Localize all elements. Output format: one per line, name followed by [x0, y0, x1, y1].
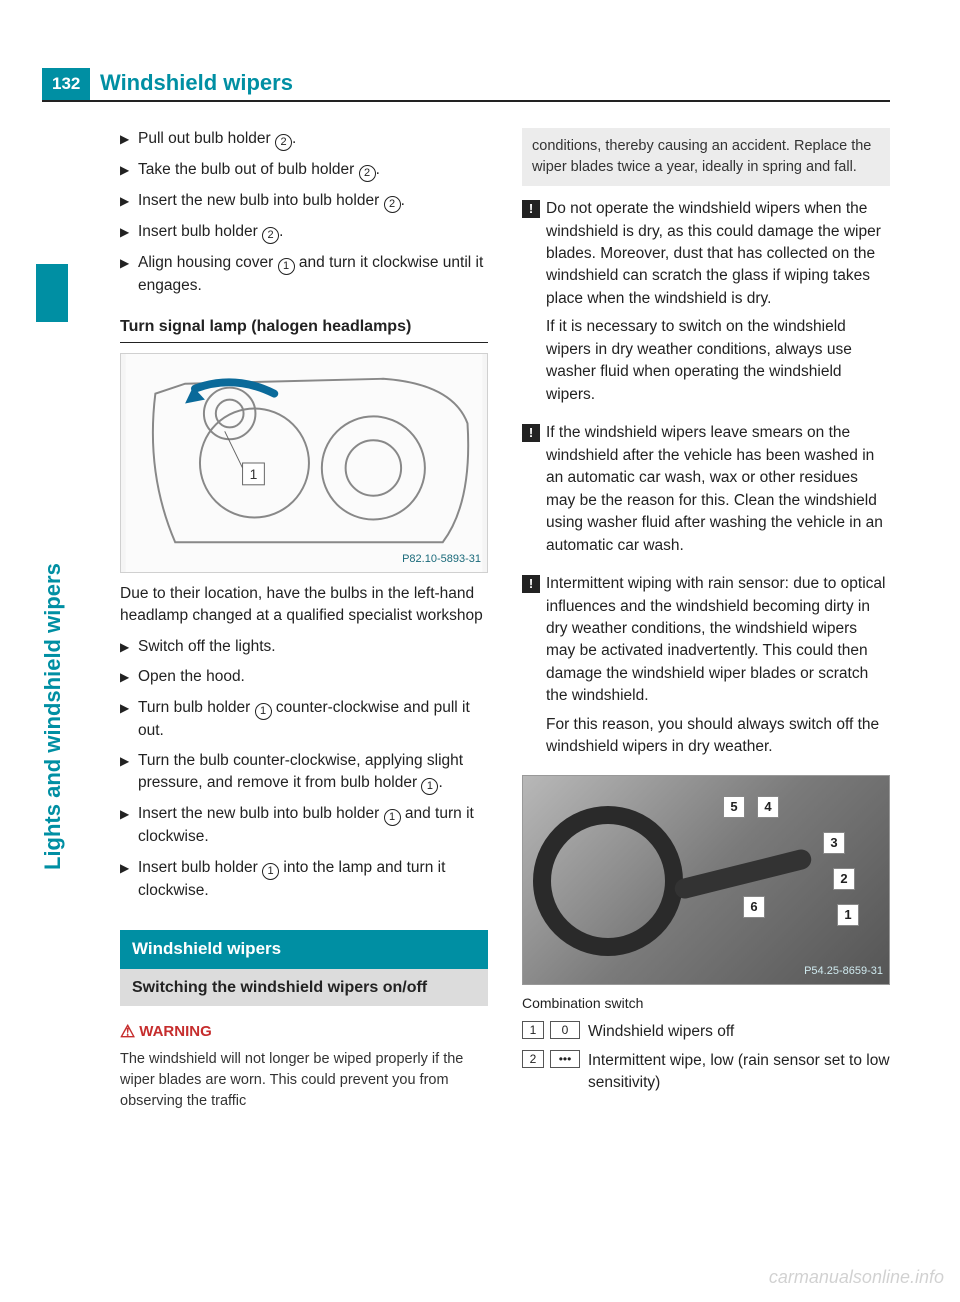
note-icon: ! — [522, 198, 546, 412]
svg-text:1: 1 — [250, 466, 258, 482]
section-bar-wipers: Windshield wipers — [120, 930, 488, 969]
step-text: Insert bulb holder 2. — [138, 221, 488, 244]
legend-text: Intermittent wipe, low (rain sensor set … — [588, 1050, 890, 1095]
step-item: ▶Insert the new bulb into bulb holder 1 … — [120, 803, 488, 848]
triangle-icon: ▶ — [120, 159, 138, 182]
note-icon: ! — [522, 422, 546, 563]
triangle-icon: ▶ — [120, 190, 138, 213]
step-item: ▶Switch off the lights. — [120, 636, 488, 658]
warning-body-part2: conditions, thereby causing an accident.… — [522, 128, 890, 186]
triangle-icon: ▶ — [120, 252, 138, 297]
warning-heading: ⚠WARNING — [120, 1020, 488, 1045]
step-text: Turn the bulb counter-clockwise, applyin… — [138, 750, 488, 795]
callout-5: 5 — [723, 796, 745, 818]
triangle-icon: ▶ — [120, 697, 138, 742]
step-text: Switch off the lights. — [138, 636, 488, 658]
triangle-icon: ▶ — [120, 750, 138, 795]
warning-icon: ⚠ — [120, 1020, 135, 1045]
legend-key: 2 — [522, 1050, 544, 1068]
note-icon: ! — [522, 573, 546, 765]
step-item: ▶Insert bulb holder 2. — [120, 221, 488, 244]
page-content: ▶Pull out bulb holder 2. ▶Take the bulb … — [120, 128, 890, 1242]
chapter-title: Windshield wipers — [100, 70, 293, 96]
photo-combination-switch: 5 4 3 2 1 6 P54.25-8659-31 — [522, 775, 890, 985]
triangle-icon: ▶ — [120, 857, 138, 902]
step-item: ▶Align housing cover 1 and turn it clock… — [120, 252, 488, 297]
note-block: ! If the windshield wipers leave smears … — [522, 422, 890, 563]
step-text: Insert bulb holder 1 into the lamp and t… — [138, 857, 488, 902]
step-item: ▶Insert the new bulb into bulb holder 2. — [120, 190, 488, 213]
legend-symbol: ••• — [550, 1050, 580, 1068]
legend-row: 2 ••• Intermittent wipe, low (rain senso… — [522, 1050, 890, 1095]
callout-6: 6 — [743, 896, 765, 918]
note-text: If it is necessary to switch on the wind… — [546, 316, 890, 406]
callout-2: 2 — [833, 868, 855, 890]
triangle-icon: ▶ — [120, 636, 138, 658]
step-item: ▶Insert bulb holder 1 into the lamp and … — [120, 857, 488, 902]
step-text: Align housing cover 1 and turn it clockw… — [138, 252, 488, 297]
note-text: If the windshield wipers leave smears on… — [546, 422, 890, 557]
step-text: Turn bulb holder 1 counter-clockwise and… — [138, 697, 488, 742]
note-text: Do not operate the windshield wipers whe… — [546, 198, 890, 310]
step-item: ▶Open the hood. — [120, 666, 488, 688]
warning-label: WARNING — [139, 1023, 212, 1040]
step-text: Pull out bulb holder 2. — [138, 128, 488, 151]
sub-bar-switching: Switching the windshield wipers on/off — [120, 969, 488, 1006]
figure-label: P82.10-5893-31 — [402, 552, 481, 568]
note-text: Intermittent wiping with rain sensor: du… — [546, 573, 890, 708]
step-item: ▶Turn the bulb counter-clockwise, applyi… — [120, 750, 488, 795]
callout-1: 1 — [837, 904, 859, 926]
step-text: Open the hood. — [138, 666, 488, 688]
note-block: ! Intermittent wiping with rain sensor: … — [522, 573, 890, 765]
watermark: carmanualsonline.info — [769, 1267, 944, 1288]
legend-symbol: 0 — [550, 1021, 580, 1039]
figure-caption: Due to their location, have the bulbs in… — [120, 583, 488, 628]
callout-3: 3 — [823, 832, 845, 854]
triangle-icon: ▶ — [120, 221, 138, 244]
step-text: Insert the new bulb into bulb holder 1 a… — [138, 803, 488, 848]
figure-headlamp: 1 P82.10-5893-31 — [120, 353, 488, 573]
step-item: ▶Turn bulb holder 1 counter-clockwise an… — [120, 697, 488, 742]
step-text: Insert the new bulb into bulb holder 2. — [138, 190, 488, 213]
step-item: ▶Pull out bulb holder 2. — [120, 128, 488, 151]
legend-text: Windshield wipers off — [588, 1021, 890, 1043]
subheading-turn-signal: Turn signal lamp (halogen headlamps) — [120, 315, 488, 342]
page-number: 132 — [42, 68, 90, 100]
triangle-icon: ▶ — [120, 128, 138, 151]
triangle-icon: ▶ — [120, 803, 138, 848]
step-item: ▶Take the bulb out of bulb holder 2. — [120, 159, 488, 182]
note-block: ! Do not operate the windshield wipers w… — [522, 198, 890, 412]
legend-row: 1 0 Windshield wipers off — [522, 1021, 890, 1043]
header-rule — [42, 100, 890, 102]
note-text: For this reason, you should always switc… — [546, 714, 890, 759]
side-section-label: Lights and windshield wipers — [40, 563, 66, 870]
callout-4: 4 — [757, 796, 779, 818]
warning-body-part1: The windshield will not longer be wiped … — [120, 1049, 488, 1112]
photo-label: P54.25-8659-31 — [804, 964, 883, 980]
side-tab — [36, 264, 68, 322]
triangle-icon: ▶ — [120, 666, 138, 688]
legend-key: 1 — [522, 1021, 544, 1039]
photo-caption: Combination switch — [522, 993, 890, 1013]
step-text: Take the bulb out of bulb holder 2. — [138, 159, 488, 182]
